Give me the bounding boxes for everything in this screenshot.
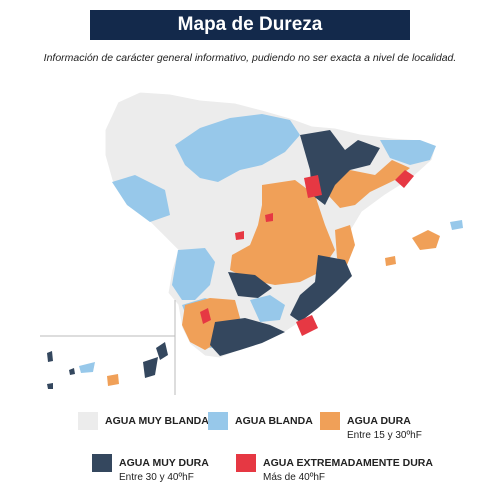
region-extra-dura-1 xyxy=(304,175,322,198)
legend-note: Entre 30 y 40ºhF xyxy=(119,472,194,483)
legend-label: AGUA DURA xyxy=(347,415,411,427)
island-el-hierro xyxy=(47,383,53,389)
region-blanda-catalonia xyxy=(380,140,436,165)
island-mallorca xyxy=(412,230,440,250)
region-extra-dura-6 xyxy=(265,213,273,222)
legend-note: Más de 40ºhF xyxy=(263,472,326,483)
legend-note: Entre 15 y 30ºhF xyxy=(347,430,422,441)
legend-item-muy-dura: AGUA MUY DURA Entre 30 y 40ºhF xyxy=(92,454,209,484)
legend-label: AGUA MUY BLANDA xyxy=(105,415,209,427)
legend-swatch-blanda xyxy=(208,412,228,430)
region-extra-dura-4 xyxy=(200,308,211,324)
legend-swatch-muy-dura xyxy=(92,454,112,472)
legend-label: AGUA MUY DURA xyxy=(119,457,209,469)
spain-hardness-map xyxy=(40,91,463,395)
island-menorca xyxy=(450,220,463,230)
legend-swatch-muy-blanda xyxy=(78,412,98,430)
region-muy-dura-center xyxy=(228,272,272,298)
island-fuerteventura xyxy=(143,357,158,378)
island-lanzarote xyxy=(156,342,168,360)
page-subtitle: Información de carácter general informat… xyxy=(43,52,457,64)
region-dura-levante xyxy=(335,225,355,265)
region-muy-dura-south xyxy=(210,318,285,356)
legend-label: AGUA BLANDA xyxy=(235,415,313,427)
region-muy-dura-levante xyxy=(290,255,352,322)
region-blanda-andalucia xyxy=(250,295,285,322)
region-dura-center xyxy=(230,180,335,285)
region-extra-dura-2 xyxy=(395,170,414,188)
island-tenerife xyxy=(79,362,95,373)
title-bar: Mapa de Dureza xyxy=(0,10,500,40)
region-blanda-west xyxy=(172,248,215,300)
legend-item-dura: AGUA DURA Entre 15 y 30ºhF xyxy=(320,412,422,442)
island-gomera xyxy=(69,368,75,375)
legend-item-extremadamente-dura: AGUA EXTREMADAMENTE DURA Más de 40ºhF xyxy=(236,454,433,484)
island-ibiza xyxy=(385,256,396,266)
legend-swatch-extremadamente-dura xyxy=(236,454,256,472)
region-blanda-north xyxy=(175,114,300,182)
legend-item-blanda: AGUA BLANDA xyxy=(208,412,313,430)
island-gran-canaria xyxy=(107,374,119,386)
region-blanda-northwest xyxy=(112,175,170,222)
legend-item-muy-blanda: AGUA MUY BLANDA xyxy=(78,412,209,430)
region-extra-dura-5 xyxy=(235,231,244,240)
legend-swatch-dura xyxy=(320,412,340,430)
page-title: Mapa de Dureza xyxy=(90,10,410,40)
legend-label: AGUA EXTREMADAMENTE DURA xyxy=(263,457,433,469)
island-la-palma xyxy=(47,351,53,362)
region-extra-dura-3 xyxy=(296,315,318,336)
